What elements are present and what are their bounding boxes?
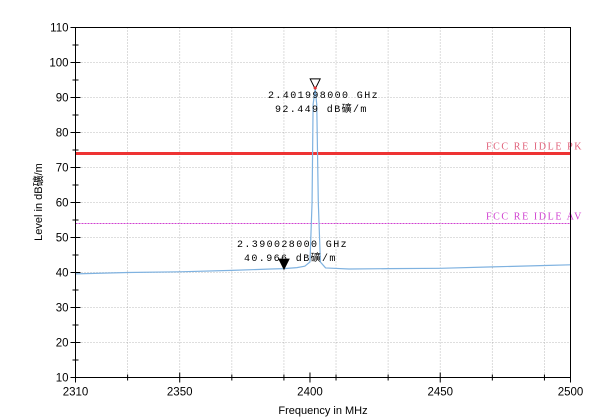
y-tick-label: 30 — [56, 303, 69, 315]
axis-ticks: 10 20 30 40 50 60 70 80 90 100 110 2310 2350 2400 2450… — [49, 23, 583, 399]
y-tick-label: 70 — [56, 163, 69, 175]
y-axis-label: Level in dB礦/m — [31, 163, 45, 241]
y-tick-label: 80 — [56, 128, 69, 140]
marker-2-triangle — [278, 258, 290, 271]
x-tick-label: 2400 — [297, 387, 323, 399]
marker-1-level: 92.449 dB礦/m — [275, 102, 368, 116]
limit-lines: FCC RE IDLE PK FCC RE IDLE AV — [75, 142, 583, 224]
limit-label-pk: FCC RE IDLE PK — [486, 142, 583, 153]
marker-1-triangle — [309, 78, 321, 91]
y-tick-label: 10 — [56, 373, 69, 385]
series-trace — [75, 88, 571, 275]
marker-2-freq: 2.390028000 GHz — [237, 240, 348, 251]
series-layer — [75, 88, 571, 275]
y-tick-label: 110 — [50, 23, 68, 35]
limit-label-av: FCC RE IDLE AV — [486, 212, 583, 223]
y-tick-label: 40 — [56, 268, 69, 280]
y-tick-label: 90 — [56, 93, 69, 105]
marker-1-point — [313, 86, 317, 90]
x-tick-label: 2450 — [427, 387, 453, 399]
marker-1-freq: 2.401998000 GHz — [268, 91, 379, 102]
grid — [75, 27, 571, 378]
x-tick-label: 2350 — [167, 387, 193, 399]
marker-2-level: 40.966 dB礦/m — [244, 251, 337, 265]
y-tick-label: 100 — [49, 58, 68, 70]
x-tick-label: 2500 — [558, 387, 584, 399]
y-tick-label: 20 — [56, 338, 69, 350]
y-tick-label: 50 — [56, 233, 69, 245]
x-axis-label: Frequency in MHz — [278, 405, 367, 417]
x-tick-label: 2310 — [63, 387, 89, 399]
y-tick-label: 60 — [56, 198, 69, 210]
